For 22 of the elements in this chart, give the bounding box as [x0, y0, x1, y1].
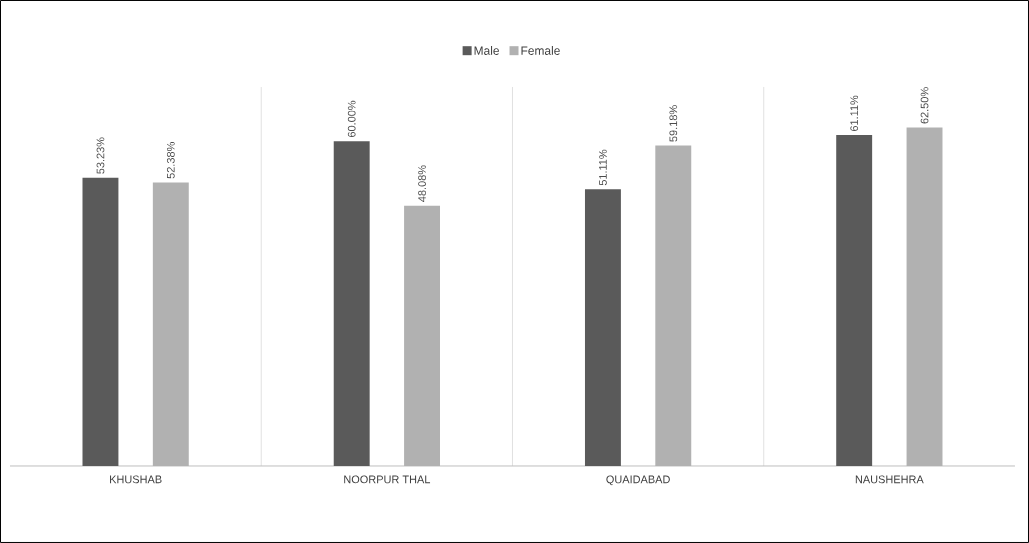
- bar: [82, 177, 119, 466]
- bar: [333, 141, 370, 466]
- data-label: 59.18%: [669, 105, 678, 142]
- data-label: 52.38%: [166, 142, 175, 179]
- bar: [836, 135, 873, 466]
- data-label: 48.08%: [418, 165, 426, 202]
- legend-label: Female: [521, 46, 560, 55]
- data-label: 51.11%: [599, 149, 607, 186]
- x-tick-label: KHUSHAB: [110, 475, 162, 484]
- legend-label: Male: [474, 46, 499, 55]
- data-label: 61.11%: [850, 95, 859, 132]
- bar: [404, 205, 441, 466]
- x-tick-label: QUAIDABAD: [606, 475, 670, 486]
- data-label: 62.50%: [920, 87, 929, 124]
- x-tick-label: NAUSHEHRA: [855, 475, 924, 484]
- data-label: 53.23%: [96, 137, 105, 174]
- bar: [152, 182, 189, 466]
- x-tick-label: NOORPUR THAL: [344, 475, 431, 484]
- data-label: 60.00%: [347, 100, 356, 138]
- bar: [655, 145, 692, 466]
- bar: [584, 189, 621, 466]
- bar: [906, 127, 943, 466]
